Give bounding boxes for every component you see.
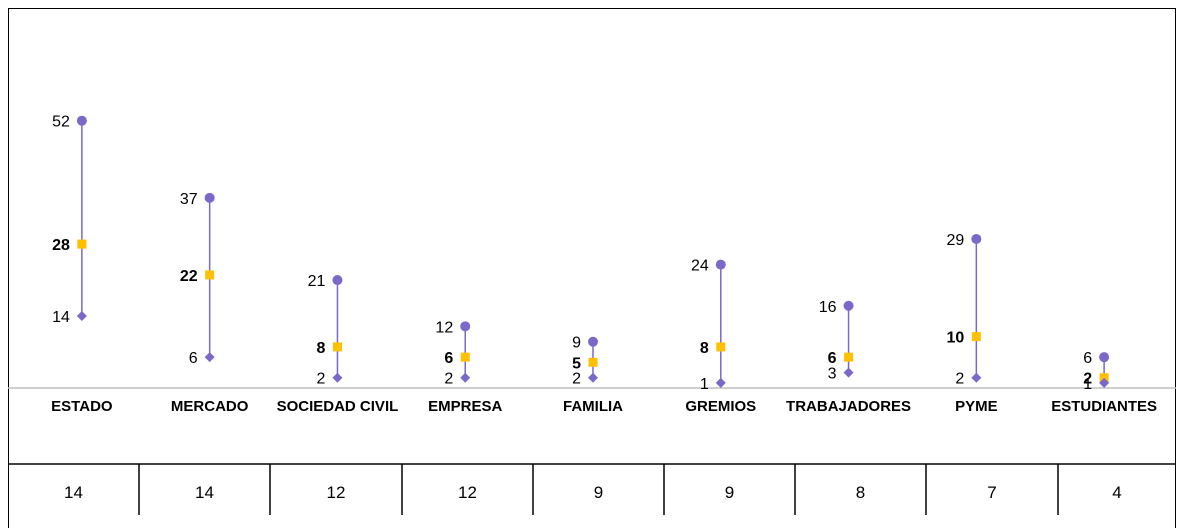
high-data-label: 9 <box>572 335 581 352</box>
category-label: FAMILIA <box>563 398 623 415</box>
mid-data-label: 22 <box>180 268 198 285</box>
low-point <box>460 372 471 383</box>
high-data-label: 37 <box>180 191 198 208</box>
mid-data-label: 6 <box>828 350 837 367</box>
low-point <box>715 377 726 388</box>
category-label: SOCIEDAD CIVIL <box>277 398 399 415</box>
low-data-label: 1 <box>1083 376 1092 393</box>
low-data-label: 2 <box>572 371 581 388</box>
high-point <box>1099 352 1110 363</box>
high-point <box>76 115 87 126</box>
low-data-label: 3 <box>828 366 837 383</box>
high-point <box>971 233 982 244</box>
mid-point <box>844 352 854 362</box>
high-point <box>843 300 854 311</box>
high-data-label: 12 <box>435 319 453 336</box>
high-data-label: 21 <box>308 273 326 290</box>
mid-point <box>332 342 342 352</box>
high-data-label: 29 <box>947 232 965 249</box>
category-label: MERCADO <box>171 398 249 415</box>
high-point <box>588 336 598 347</box>
low-data-label: 2 <box>444 371 453 388</box>
high-data-label: 16 <box>819 299 837 316</box>
mid-point <box>460 352 470 362</box>
count-cell: 7 <box>987 483 996 502</box>
mid-point <box>205 270 215 280</box>
low-data-label: 14 <box>52 309 70 326</box>
mid-point <box>588 357 598 367</box>
mid-data-label: 8 <box>317 340 326 357</box>
count-cell: 9 <box>725 483 734 502</box>
category-label: ESTADO <box>51 398 113 415</box>
high-point <box>204 192 215 203</box>
high-point <box>715 259 726 270</box>
low-data-label: 2 <box>955 371 964 388</box>
category-label: PYME <box>955 398 998 415</box>
mid-data-label: 8 <box>700 340 709 357</box>
category-label: ESTUDIANTES <box>1051 398 1157 415</box>
mid-point <box>1099 373 1109 383</box>
mid-point <box>77 239 87 249</box>
mid-data-label: 2 <box>1083 371 1092 388</box>
count-cell: 8 <box>856 483 865 502</box>
low-point <box>588 372 598 383</box>
low-data-label: 1 <box>700 376 709 393</box>
count-cell: 14 <box>64 483 83 502</box>
mid-data-label: 10 <box>947 330 965 347</box>
count-cell: 14 <box>195 483 214 502</box>
chart-frame <box>8 8 1176 528</box>
mid-point <box>716 342 726 352</box>
count-cell: 4 <box>1112 483 1121 502</box>
low-point <box>843 367 854 378</box>
low-point <box>332 372 343 383</box>
low-data-label: 2 <box>317 371 326 388</box>
low-point <box>971 372 982 383</box>
high-point <box>460 321 471 332</box>
low-point <box>76 311 87 322</box>
high-data-label: 24 <box>691 258 709 275</box>
count-cell: 12 <box>327 483 346 502</box>
category-label: TRABAJADORES <box>786 398 911 415</box>
category-label: GREMIOS <box>685 398 756 415</box>
high-data-label: 6 <box>1083 350 1092 367</box>
category-label: EMPRESA <box>428 398 502 415</box>
mid-data-label: 5 <box>572 355 581 372</box>
low-point <box>1099 377 1110 388</box>
count-cell: 9 <box>594 483 603 502</box>
mid-data-label: 28 <box>52 237 70 254</box>
count-cell: 12 <box>458 483 477 502</box>
high-point <box>332 275 343 286</box>
mid-data-label: 6 <box>444 350 453 367</box>
mid-point <box>971 332 981 342</box>
high-data-label: 52 <box>52 114 70 131</box>
low-point <box>204 352 215 363</box>
low-data-label: 6 <box>189 350 198 367</box>
